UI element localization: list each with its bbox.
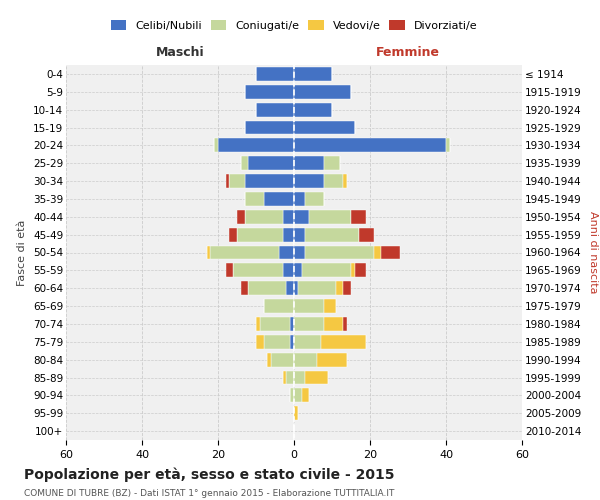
Bar [256, 102, 294, 117]
Bar [260, 317, 290, 331]
Bar [343, 317, 347, 331]
Bar [294, 138, 446, 152]
Bar [294, 335, 320, 349]
Bar [283, 264, 294, 278]
Bar [263, 192, 294, 206]
Bar [237, 210, 245, 224]
Text: Popolazione per età, sesso e stato civile - 2015: Popolazione per età, sesso e stato civil… [24, 468, 395, 482]
Bar [325, 299, 336, 313]
Bar [294, 67, 332, 81]
Bar [325, 174, 343, 188]
Bar [294, 156, 325, 170]
Bar [211, 246, 279, 260]
Bar [237, 228, 283, 241]
Bar [320, 335, 366, 349]
Bar [248, 281, 286, 295]
Bar [305, 370, 328, 384]
Bar [268, 352, 271, 366]
Bar [290, 335, 294, 349]
Bar [283, 228, 294, 241]
Bar [355, 264, 366, 278]
Bar [294, 85, 351, 99]
Bar [309, 210, 351, 224]
Bar [294, 210, 309, 224]
Bar [263, 299, 294, 313]
Bar [294, 370, 305, 384]
Bar [359, 228, 374, 241]
Bar [294, 192, 305, 206]
Bar [294, 102, 332, 117]
Bar [290, 317, 294, 331]
Bar [305, 246, 374, 260]
Bar [294, 281, 298, 295]
Bar [241, 281, 248, 295]
Bar [245, 210, 283, 224]
Bar [294, 174, 325, 188]
Text: COMUNE DI TUBRE (BZ) - Dati ISTAT 1° gennaio 2015 - Elaborazione TUTTITALIA.IT: COMUNE DI TUBRE (BZ) - Dati ISTAT 1° gen… [24, 489, 394, 498]
Bar [294, 388, 302, 402]
Bar [214, 138, 218, 152]
Bar [248, 156, 294, 170]
Y-axis label: Fasce di età: Fasce di età [17, 220, 28, 286]
Bar [256, 67, 294, 81]
Bar [279, 246, 294, 260]
Bar [325, 156, 340, 170]
Bar [286, 281, 294, 295]
Y-axis label: Anni di nascita: Anni di nascita [588, 211, 598, 294]
Bar [245, 174, 294, 188]
Bar [298, 281, 336, 295]
Bar [290, 388, 294, 402]
Bar [241, 156, 248, 170]
Bar [305, 228, 359, 241]
Bar [263, 335, 290, 349]
Text: Femmine: Femmine [376, 46, 440, 59]
Bar [343, 174, 347, 188]
Bar [302, 264, 351, 278]
Bar [294, 228, 305, 241]
Bar [218, 138, 294, 152]
Bar [294, 264, 302, 278]
Bar [256, 317, 260, 331]
Bar [382, 246, 400, 260]
Bar [229, 174, 245, 188]
Text: Maschi: Maschi [155, 46, 205, 59]
Bar [336, 281, 343, 295]
Bar [283, 210, 294, 224]
Bar [283, 370, 286, 384]
Bar [229, 228, 237, 241]
Bar [305, 192, 325, 206]
Bar [226, 264, 233, 278]
Bar [233, 264, 283, 278]
Bar [374, 246, 382, 260]
Bar [351, 264, 355, 278]
Bar [317, 352, 347, 366]
Bar [343, 281, 351, 295]
Bar [226, 174, 229, 188]
Bar [245, 85, 294, 99]
Bar [245, 120, 294, 134]
Bar [271, 352, 294, 366]
Bar [351, 210, 366, 224]
Bar [294, 406, 298, 420]
Bar [286, 370, 294, 384]
Bar [446, 138, 450, 152]
Legend: Celibi/Nubili, Coniugati/e, Vedovi/e, Divorziati/e: Celibi/Nubili, Coniugati/e, Vedovi/e, Di… [109, 18, 479, 34]
Bar [294, 120, 355, 134]
Bar [302, 388, 309, 402]
Bar [294, 246, 305, 260]
Bar [245, 192, 263, 206]
Bar [294, 299, 325, 313]
Bar [325, 317, 343, 331]
Bar [206, 246, 211, 260]
Bar [294, 317, 325, 331]
Bar [294, 352, 317, 366]
Bar [256, 335, 263, 349]
